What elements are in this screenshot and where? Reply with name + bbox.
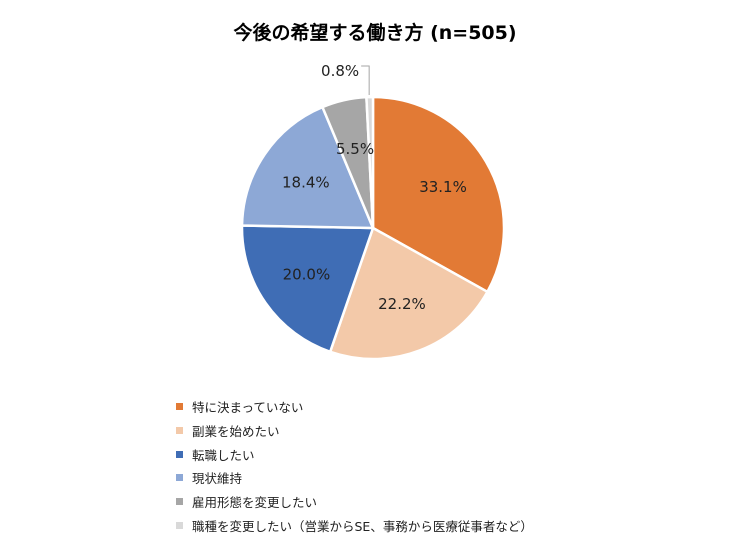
pie-slice-4 xyxy=(240,105,375,230)
legend-item-5: 雇用形態を変更したい xyxy=(176,490,533,514)
legend-item-3: 転職したい xyxy=(176,442,533,466)
legend-item-4: 現状維持 xyxy=(176,466,533,490)
slice-label-4: 18.4% xyxy=(282,173,330,191)
slice-label-2: 22.2% xyxy=(378,295,426,313)
legend-swatch-2 xyxy=(176,427,183,435)
chart-title: 今後の希望する働き方 (n=505) xyxy=(233,22,517,44)
legend-label-5: 雇用形態を変更したい xyxy=(192,495,318,511)
legend-label-3: 転職したい xyxy=(192,447,255,463)
pie-slice-3 xyxy=(240,224,375,354)
legend-item-1: 特に決まっていない xyxy=(176,395,533,419)
legend-swatch-6 xyxy=(176,521,183,529)
legend-label-1: 特に決まっていない xyxy=(192,400,304,416)
pie-slice-1 xyxy=(371,95,506,294)
legend-swatch-3 xyxy=(176,450,183,458)
legend-swatch-4 xyxy=(176,474,183,482)
legend-label-4: 現状維持 xyxy=(192,471,243,487)
slice-labels: 33.1% 22.2% 20.0% 18.4% 5.5% 0.8% xyxy=(282,62,467,313)
legend-item-6: 職種を変更したい（営業からSE、事務から医療従事者など） xyxy=(176,513,533,537)
pie-slice-2 xyxy=(328,226,489,361)
legend: 特に決まっていない 副業を始めたい 転職したい現状維持雇用形態を変更したい職種を変更… xyxy=(176,395,533,537)
legend-swatch-1 xyxy=(176,403,183,411)
slice-label-1: 33.1% xyxy=(419,178,467,196)
legend-label-6: 職種を変更したい（営業からSE、事務から医療従事者など） xyxy=(192,518,533,534)
legend-swatch-5 xyxy=(176,498,183,506)
pie-slice-6 xyxy=(365,95,375,230)
slice-label-3: 20.0% xyxy=(283,265,331,283)
leader-line-6 xyxy=(361,65,370,96)
leader-lines xyxy=(361,65,370,96)
pie-slices xyxy=(240,95,506,361)
slice-label-6: 0.8% xyxy=(321,62,359,80)
slice-label-5: 5.5% xyxy=(336,140,374,158)
legend-label-2: 副業を始めたい xyxy=(192,424,280,440)
legend-item-2: 副業を始めたい xyxy=(176,419,533,443)
